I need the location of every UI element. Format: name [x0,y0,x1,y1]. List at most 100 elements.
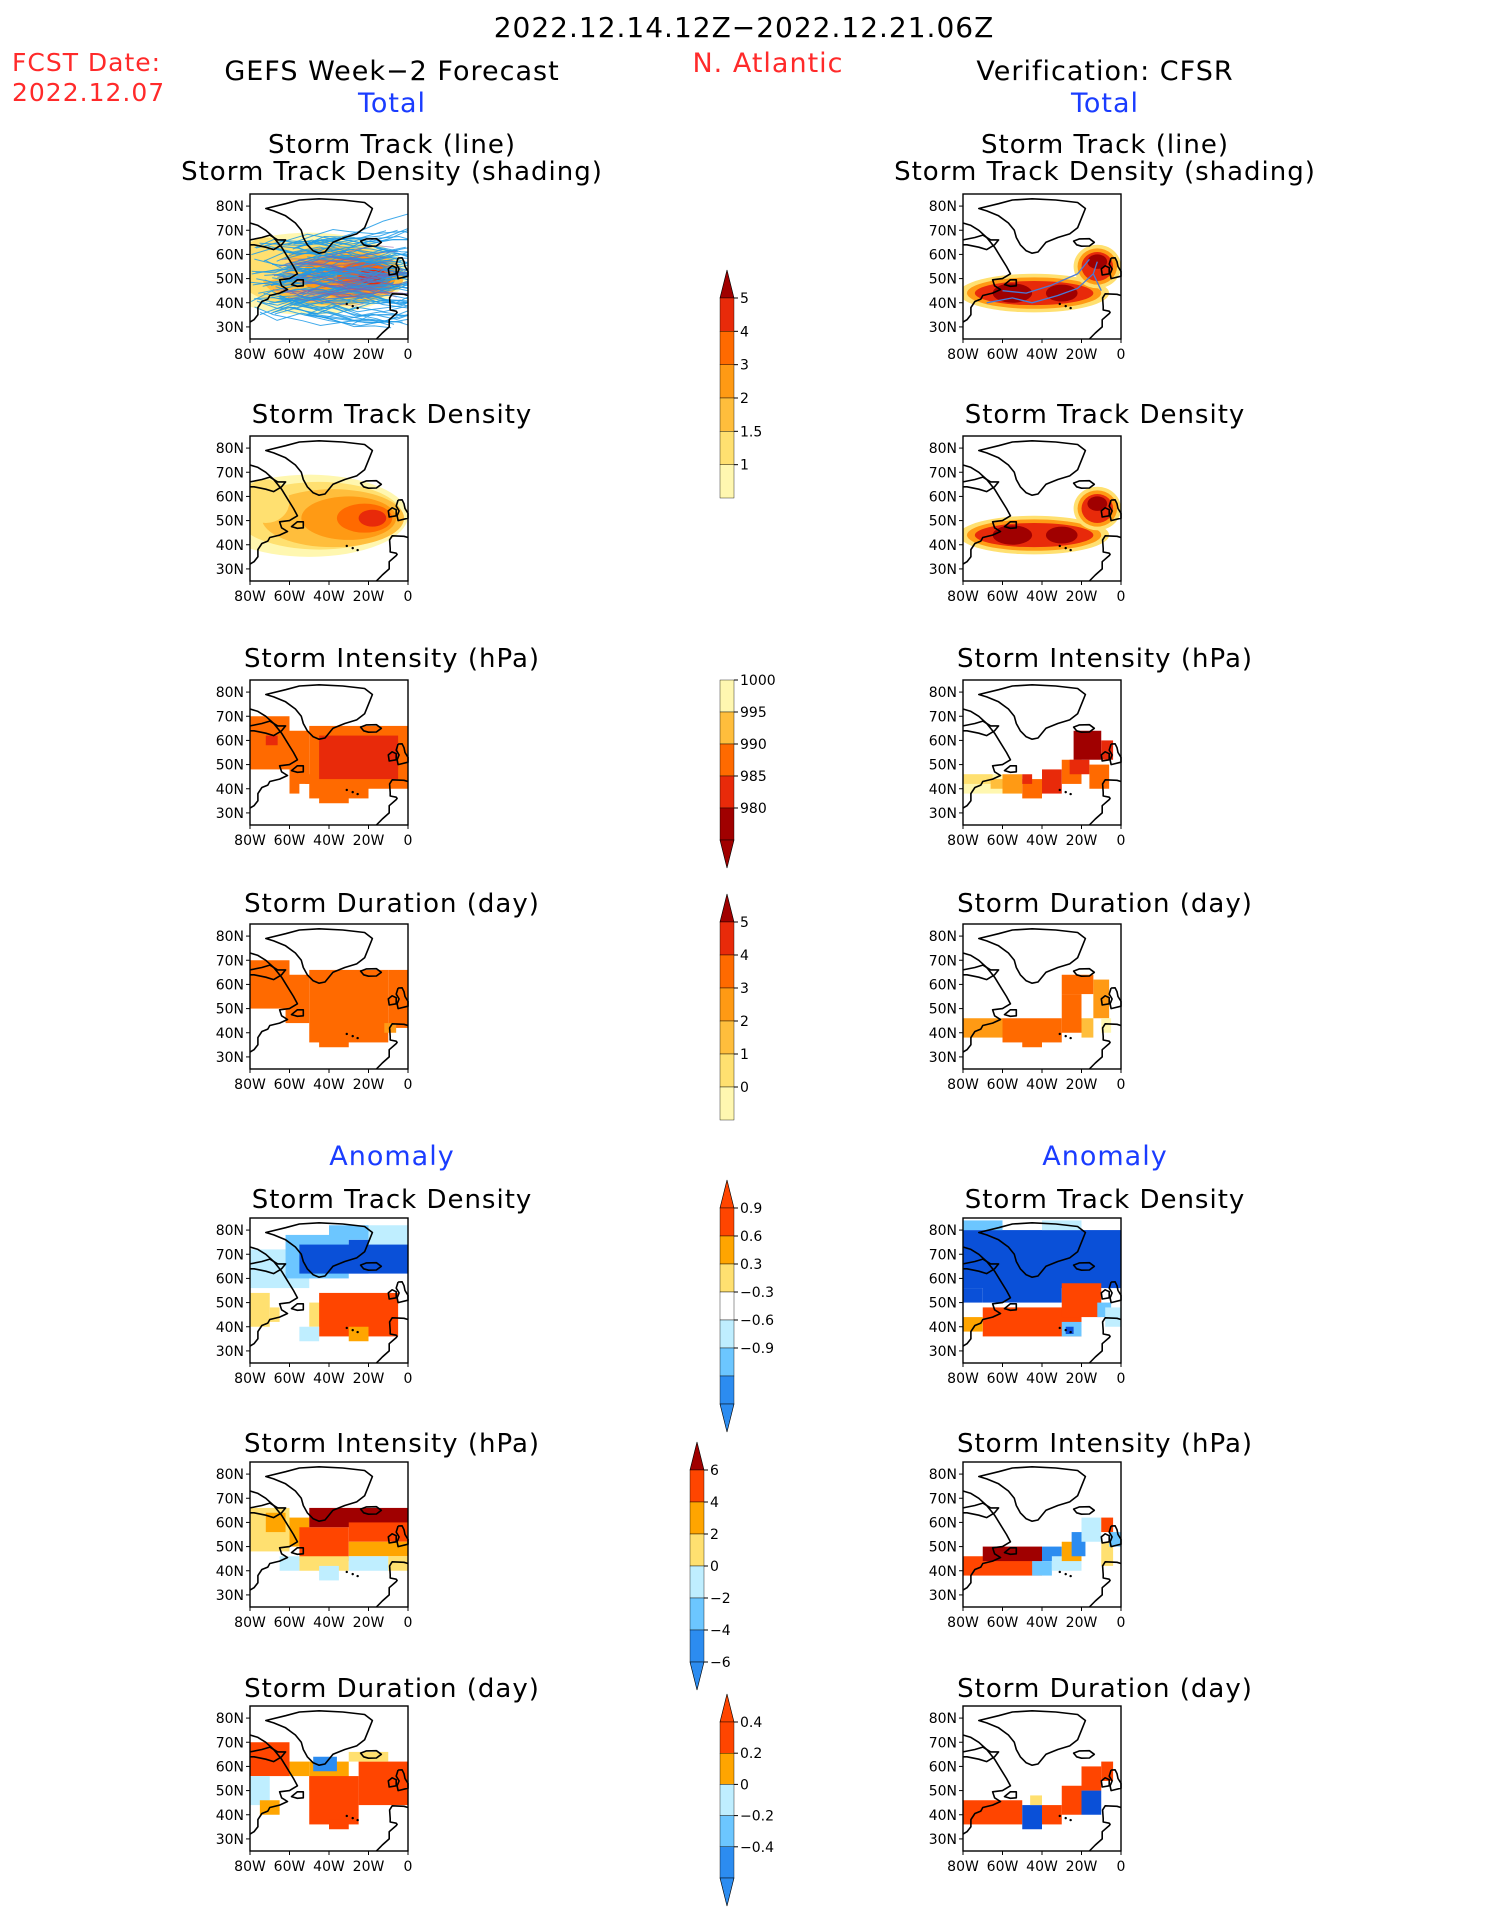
y-tick-label: 50N [929,272,957,288]
island-dot [351,1328,354,1332]
y-tick-label: 50N [216,1784,244,1800]
y-tick-label: 60N [216,247,244,263]
shade-cell [348,1326,369,1342]
storm-track-line [267,245,394,258]
colorbar-cell [719,331,735,365]
x-tick-label: 0 [404,1371,413,1387]
shade-cell [1101,1541,1114,1566]
iceland-coast [1072,237,1096,247]
ireland-coast [387,265,397,276]
total-label-right: Total [1070,88,1140,119]
colorbar-arrow-top [689,1441,705,1471]
storm-track-line [278,283,408,299]
island-dot [1058,1032,1061,1036]
shade-cell [1101,740,1114,760]
colorbar-cell [719,1235,735,1265]
newfoundland-coast [290,1547,305,1556]
iberia-africa-coast [1088,293,1122,340]
panel-title-line1: Storm Track (line) [981,130,1229,160]
island-dot [356,306,359,310]
island-dot [1069,1574,1072,1578]
colorbar-body: 6 4 2 0 −2 −4 −6 [689,1441,731,1691]
x-tick-label: 80W [234,1615,266,1631]
colorbar-label: 985 [740,769,767,785]
colorbar-cell [719,987,735,1022]
colorbar-cell [719,464,735,499]
y-tick-label: 80N [216,685,244,701]
shade-cell [299,1326,320,1342]
shade-cell [963,1230,1121,1289]
storm-track-line [288,264,365,271]
shade-cell [1073,730,1102,760]
shade-cell [1081,1766,1102,1791]
shade-cell [1081,1790,1102,1815]
uk-coast [395,1281,409,1304]
y-tick-label: 60N [929,1515,957,1531]
colorbar-label: 0 [740,1080,749,1096]
colorbar-label: −6 [710,1655,731,1671]
island-dot [1064,1572,1067,1576]
x-tick-label: 40W [313,1371,345,1387]
colorbar-label: 4 [710,1495,719,1511]
shade-cell [1101,1018,1112,1033]
y-tick-label: 50N [929,1540,957,1556]
island-dot [356,792,359,796]
ireland-coast [1100,751,1110,762]
ireland-coast [1100,1533,1110,1544]
baffin-coast [249,476,287,493]
map-density-anomaly-verification: 80N 70N 60N 50N 40N 30N 80W 60W 40W 20W 0 [929,1217,1125,1387]
colorbar-label: 3 [740,981,749,997]
y-tick-label: 30N [929,1050,957,1066]
y-tick-label: 30N [216,562,244,578]
colorbar-cell [719,1815,735,1847]
x-tick-label: 20W [353,347,385,363]
shade-cell [388,1556,408,1571]
greenland-coast [978,928,1087,984]
colorbar-label: 1 [740,1047,749,1063]
greenland-coast [265,1222,374,1278]
island-dot [1058,1814,1061,1818]
map-field [963,1517,1121,1576]
shade-cell [1105,1307,1121,1327]
ireland-coast [387,1533,397,1544]
baffin-coast [962,1746,1000,1763]
fcst-date-value: 2022.12.07 [12,78,166,107]
y-tick-label: 60N [216,1271,244,1287]
y-tick-label: 40N [216,782,244,798]
map-intensity-anomaly-verification: 80N 70N 60N 50N 40N 30N 80W 60W 40W 20W 0 [929,1461,1125,1631]
colorbar-cell [719,1846,735,1879]
colorbar-arrow-bottom [719,1877,735,1907]
y-tick-label: 50N [929,758,957,774]
iberia-africa-coast [1088,535,1122,582]
colorbar-label: 2 [740,391,749,407]
iberia-africa-coast [1088,1317,1122,1364]
baffin-coast [962,476,1000,493]
map-field [963,730,1114,799]
island-dot [351,1034,354,1038]
storm-track-line [280,289,362,293]
shade-cell [963,1317,983,1332]
island-dot [1069,548,1072,552]
x-tick-label: 80W [947,347,979,363]
y-tick-label: 50N [216,1002,244,1018]
newfoundland-coast [1003,1791,1018,1800]
shade-cell [319,1565,339,1581]
colorbar-cell [719,1347,735,1377]
colorbar-label: 1000 [740,673,776,689]
colorbar-label: 0 [740,1777,749,1793]
shade-cell [319,788,349,804]
map-track-line-forecast: 80N 70N 60N 50N 40N 30N 80W 60W 40W 20W 0 [216,193,412,363]
iberia-africa-coast [375,293,409,340]
storm-track-line [1002,258,1090,294]
iberia-africa-coast [1088,1023,1122,1070]
y-tick-label: 70N [216,1735,244,1751]
y-tick-label: 60N [216,977,244,993]
greenland-coast [265,928,374,984]
colorbar-label: 980 [740,801,767,817]
y-tick-label: 80N [216,199,244,215]
y-tick-label: 60N [929,247,957,263]
iberia-africa-coast [375,779,409,826]
y-tick-label: 80N [216,1223,244,1239]
baffin-coast [962,1502,1000,1519]
colorbar-duration-anomaly: 0.4 0.2 0 −0.2 −0.4 [719,1693,774,1907]
